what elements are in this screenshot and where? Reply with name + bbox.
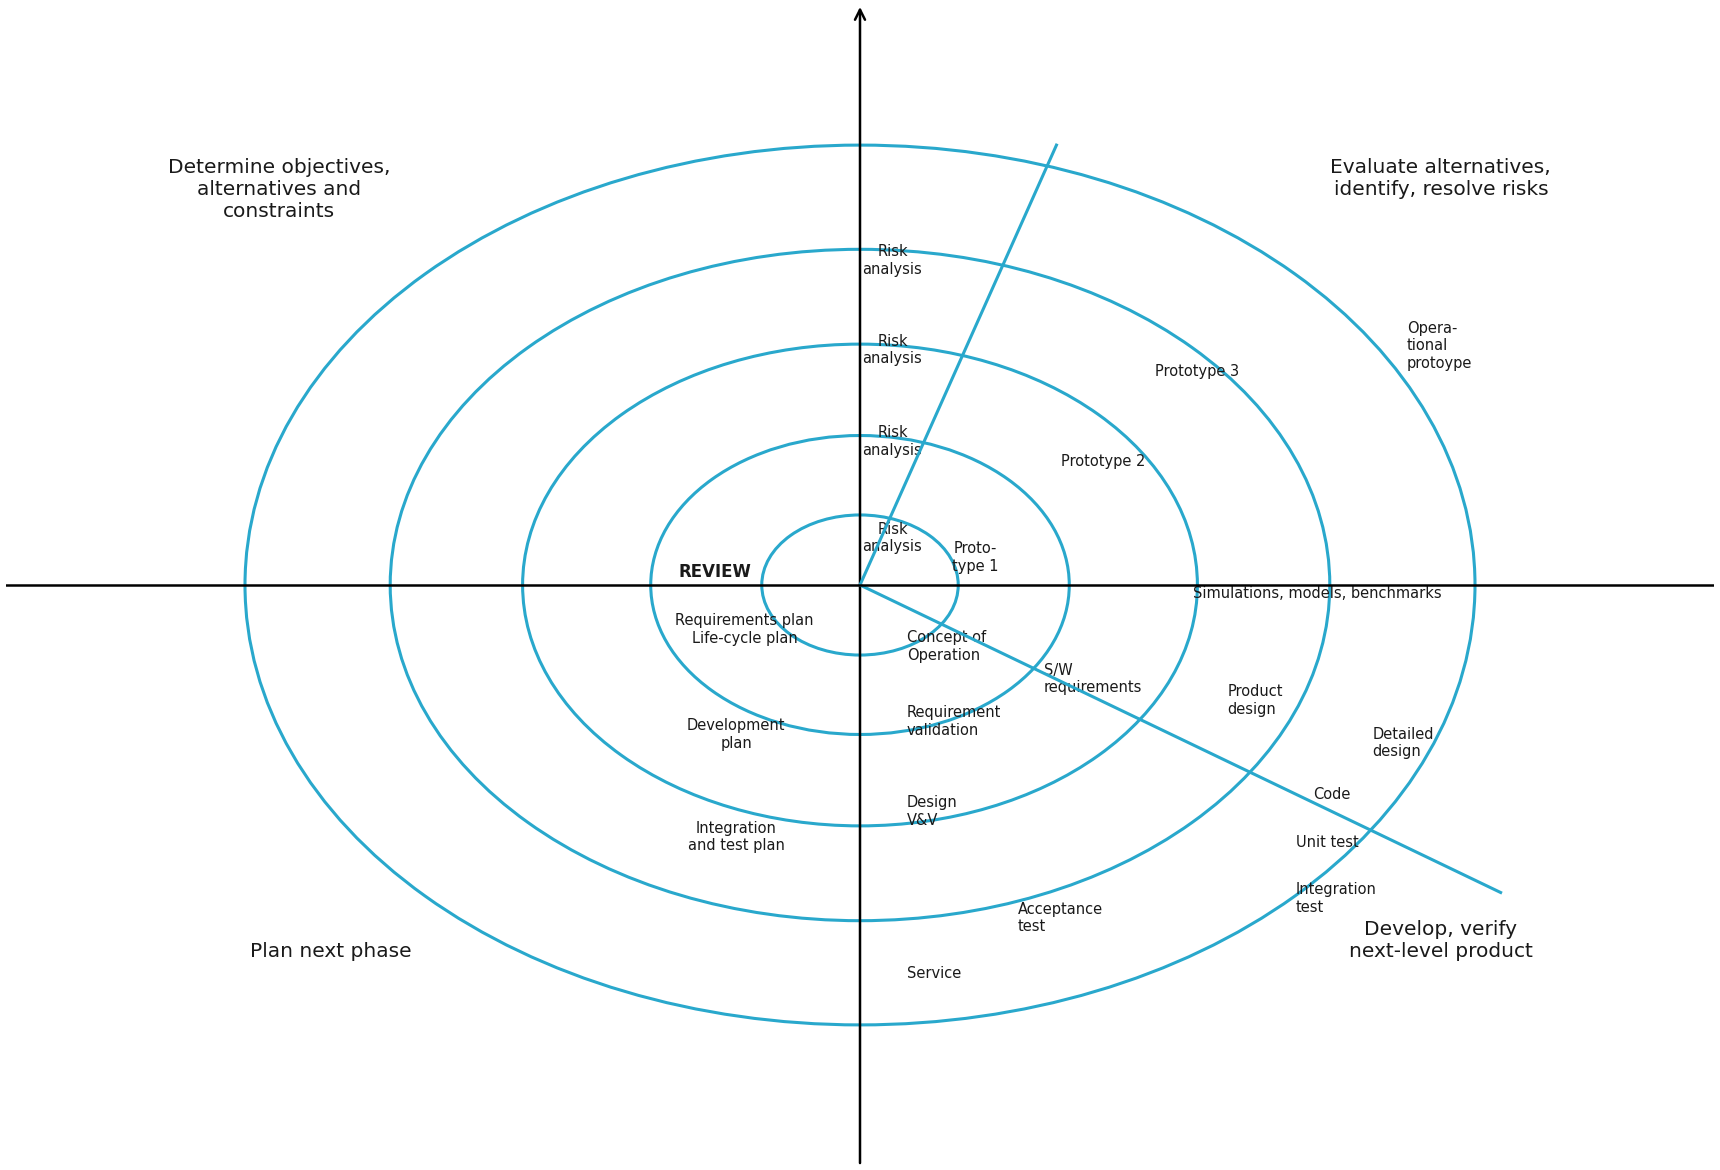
Text: Opera-
tional
protoype: Opera- tional protoype <box>1407 321 1472 371</box>
Text: Evaluate alternatives,
identify, resolve risks: Evaluate alternatives, identify, resolve… <box>1331 158 1551 199</box>
Text: Risk
analysis: Risk analysis <box>863 245 922 276</box>
Text: Concept of
Operation: Concept of Operation <box>906 631 986 662</box>
Text: Requirement
validation: Requirement validation <box>906 706 1001 738</box>
Text: Determine objectives,
alternatives and
constraints: Determine objectives, alternatives and c… <box>169 158 390 221</box>
Text: Product
design: Product design <box>1228 684 1283 716</box>
Text: Service: Service <box>906 966 961 982</box>
Text: Design
V&V: Design V&V <box>906 796 958 827</box>
Text: S/W
requirements: S/W requirements <box>1044 662 1142 695</box>
Text: Acceptance
test: Acceptance test <box>1018 902 1103 935</box>
Text: Risk
analysis: Risk analysis <box>863 333 922 366</box>
Text: Plan next phase: Plan next phase <box>249 942 411 961</box>
Text: Code: Code <box>1312 786 1350 801</box>
Text: Prototype 2: Prototype 2 <box>1061 454 1146 469</box>
Text: Develop, verify
next-level product: Develop, verify next-level product <box>1348 920 1533 961</box>
Text: REVIEW: REVIEW <box>678 563 752 581</box>
Text: Simulations, models, benchmarks: Simulations, models, benchmarks <box>1194 586 1441 601</box>
Text: Integration
and test plan: Integration and test plan <box>688 821 784 853</box>
Text: Risk
analysis: Risk analysis <box>863 522 922 555</box>
Text: Detailed
design: Detailed design <box>1373 727 1434 759</box>
Text: Integration
test: Integration test <box>1295 882 1376 915</box>
Text: Requirements plan
Life-cycle plan: Requirements plan Life-cycle plan <box>676 613 814 646</box>
Text: Prototype 3: Prototype 3 <box>1154 364 1238 379</box>
Text: Proto-
type 1: Proto- type 1 <box>953 542 999 573</box>
Text: Development
plan: Development plan <box>686 718 786 751</box>
Text: Unit test: Unit test <box>1295 835 1359 851</box>
Text: Risk
analysis: Risk analysis <box>863 426 922 457</box>
